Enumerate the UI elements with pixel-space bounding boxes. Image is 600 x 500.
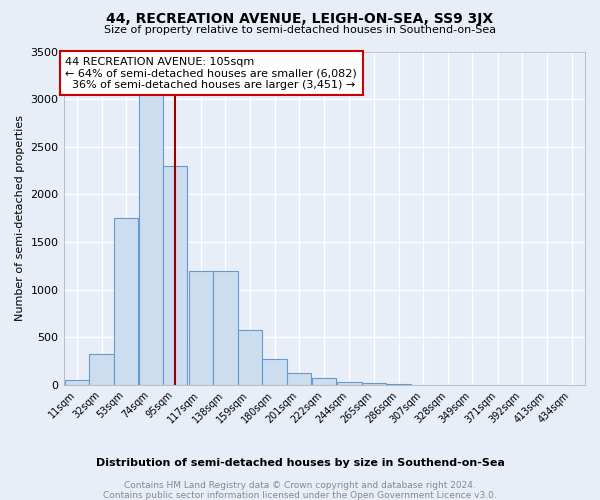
Bar [337, 382, 362, 385]
Text: Contains HM Land Registry data © Crown copyright and database right 2024.: Contains HM Land Registry data © Crown c… [124, 481, 476, 490]
Bar [189, 270, 213, 385]
Bar [238, 330, 262, 385]
Bar [311, 378, 336, 385]
Text: 44, RECREATION AVENUE, LEIGH-ON-SEA, SS9 3JX: 44, RECREATION AVENUE, LEIGH-ON-SEA, SS9… [106, 12, 494, 26]
Bar [139, 94, 163, 385]
Text: 44 RECREATION AVENUE: 105sqm
← 64% of semi-detached houses are smaller (6,082)
 : 44 RECREATION AVENUE: 105sqm ← 64% of se… [65, 56, 357, 90]
Bar [287, 373, 311, 385]
Bar [262, 359, 287, 385]
Text: Distribution of semi-detached houses by size in Southend-on-Sea: Distribution of semi-detached houses by … [95, 458, 505, 468]
Bar [214, 270, 238, 385]
Text: Size of property relative to semi-detached houses in Southend-on-Sea: Size of property relative to semi-detach… [104, 25, 496, 35]
Bar [65, 380, 89, 385]
Bar [114, 218, 138, 385]
Bar [386, 384, 410, 385]
Text: Contains public sector information licensed under the Open Government Licence v3: Contains public sector information licen… [103, 491, 497, 500]
Bar [163, 166, 187, 385]
Bar [89, 354, 113, 385]
Y-axis label: Number of semi-detached properties: Number of semi-detached properties [15, 116, 25, 322]
Bar [362, 383, 386, 385]
